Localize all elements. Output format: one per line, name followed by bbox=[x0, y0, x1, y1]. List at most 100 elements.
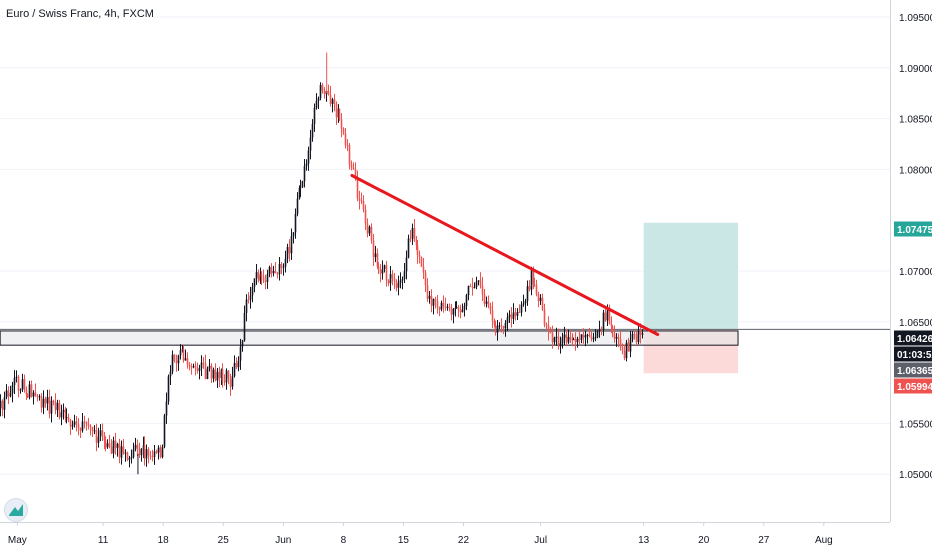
candle-body bbox=[432, 299, 435, 306]
candle-body bbox=[214, 369, 217, 381]
candle-body bbox=[26, 394, 29, 398]
candle-body bbox=[225, 370, 228, 383]
candle-body bbox=[528, 286, 531, 290]
candle-body bbox=[233, 362, 236, 377]
candle-body bbox=[288, 246, 291, 254]
candle-body bbox=[11, 385, 14, 394]
candle-body bbox=[594, 337, 597, 339]
candle-body bbox=[588, 334, 591, 337]
candle-body bbox=[559, 343, 562, 347]
candle-body bbox=[296, 198, 299, 214]
candle-body bbox=[239, 346, 242, 361]
candle-body bbox=[463, 305, 466, 310]
candle-body bbox=[415, 240, 418, 246]
candle-body bbox=[580, 334, 583, 340]
candle-body bbox=[619, 338, 622, 347]
candle-body bbox=[584, 335, 587, 338]
y-tick-label: 1.05500 bbox=[899, 419, 932, 430]
candle-body bbox=[268, 267, 271, 275]
candle-body bbox=[243, 312, 246, 341]
y-tick-label: 1.05000 bbox=[899, 470, 932, 481]
candle-body bbox=[169, 371, 172, 377]
candle-body bbox=[582, 334, 585, 338]
candle-body bbox=[574, 339, 577, 343]
candle-body bbox=[136, 444, 139, 449]
candle-body bbox=[257, 272, 260, 281]
trendline[interactable] bbox=[350, 173, 660, 337]
candle-body bbox=[142, 445, 145, 449]
candle-body bbox=[298, 188, 301, 199]
candle-body bbox=[220, 369, 223, 379]
candle-body bbox=[249, 295, 252, 300]
candle-body bbox=[395, 280, 398, 288]
candle-body bbox=[110, 446, 113, 454]
candle-body bbox=[286, 246, 289, 259]
candle-body bbox=[145, 449, 148, 459]
price-label-countdown-bg bbox=[894, 346, 932, 362]
candle-body bbox=[101, 430, 104, 436]
candle-body bbox=[77, 424, 80, 428]
candle-body bbox=[13, 377, 16, 386]
price-label-stop-bg bbox=[894, 378, 932, 394]
candle-body bbox=[50, 400, 53, 414]
candle-body bbox=[500, 325, 503, 327]
candle-body bbox=[21, 379, 24, 390]
candle-body bbox=[530, 270, 533, 290]
candle-body bbox=[206, 368, 209, 379]
candle-body bbox=[255, 272, 258, 279]
candle-body bbox=[389, 274, 392, 284]
x-tick-label: Jun bbox=[275, 535, 291, 546]
candle-body bbox=[473, 287, 476, 289]
candle-body bbox=[200, 362, 203, 369]
candle-body bbox=[475, 281, 478, 288]
y-tick-label: 1.09000 bbox=[899, 64, 932, 75]
candle-body bbox=[182, 348, 185, 361]
x-tick-label: 18 bbox=[158, 535, 170, 546]
candle-body bbox=[245, 299, 248, 313]
candle-body bbox=[578, 338, 581, 340]
candle-body bbox=[114, 440, 117, 448]
candle-body bbox=[171, 354, 174, 372]
price-label-target-bg bbox=[894, 221, 932, 237]
candle-body bbox=[186, 358, 189, 365]
candle-body bbox=[28, 384, 31, 398]
candle-body bbox=[379, 270, 382, 274]
target-zone[interactable] bbox=[643, 222, 739, 330]
candle-body bbox=[352, 167, 355, 170]
candle-body bbox=[120, 446, 123, 458]
candle-body bbox=[455, 306, 458, 308]
candle-body bbox=[140, 448, 143, 456]
candle-body bbox=[543, 309, 546, 325]
candle-body bbox=[264, 280, 267, 282]
candle-body bbox=[116, 443, 119, 448]
candle-body bbox=[60, 412, 63, 418]
candle-body bbox=[471, 286, 474, 289]
candle-body bbox=[212, 369, 215, 379]
candle-body bbox=[481, 285, 484, 295]
candle-body bbox=[420, 256, 423, 267]
candle-body bbox=[266, 274, 269, 282]
candle-body bbox=[608, 309, 611, 324]
candle-body bbox=[393, 278, 396, 281]
candle-body bbox=[221, 369, 224, 381]
candle-body bbox=[337, 108, 340, 118]
candle-body bbox=[17, 376, 20, 391]
candle-body bbox=[617, 336, 620, 339]
candle-body bbox=[126, 452, 129, 460]
x-tick-label: 11 bbox=[98, 535, 109, 546]
candle-body bbox=[235, 362, 238, 368]
candle-body bbox=[237, 360, 240, 368]
support-zone-box[interactable] bbox=[0, 330, 739, 346]
candle-body bbox=[272, 270, 275, 274]
x-tick-label: Aug bbox=[815, 535, 833, 546]
candle-body bbox=[387, 280, 390, 284]
candle-body bbox=[360, 200, 363, 202]
candle-body bbox=[64, 409, 67, 418]
candle-body bbox=[641, 333, 644, 335]
candle-body bbox=[551, 333, 554, 343]
candle-body bbox=[274, 270, 277, 274]
x-tick-label: 15 bbox=[398, 535, 410, 546]
candle-body bbox=[149, 455, 152, 457]
